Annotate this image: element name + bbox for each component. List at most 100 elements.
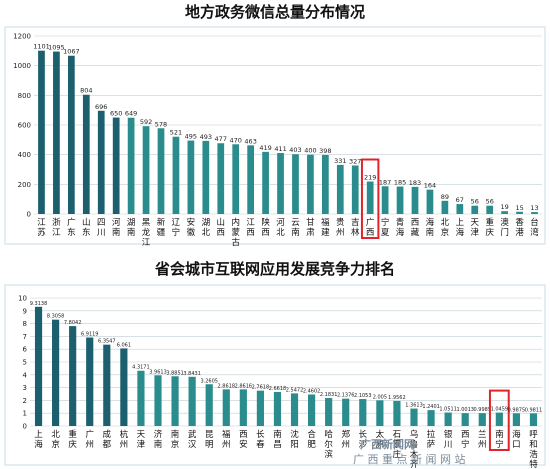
category-label: 安徽 xyxy=(187,217,196,238)
data-label: 7.8042 xyxy=(64,320,82,326)
y-tick-label: 5 xyxy=(23,359,27,367)
category-label: 太原 xyxy=(376,429,385,450)
bar xyxy=(217,143,225,214)
category-label: 上海 xyxy=(456,218,465,238)
data-label: 3.2605 xyxy=(200,378,218,384)
data-label: 470 xyxy=(229,136,241,144)
bar xyxy=(290,393,299,426)
y-tick-label: 1 xyxy=(23,410,27,418)
category-label: 海口 xyxy=(512,429,521,450)
bar xyxy=(292,154,299,214)
data-label: 2.5472 xyxy=(286,387,304,393)
category-label: 山东 xyxy=(82,217,91,238)
category-label: 云南 xyxy=(291,218,300,238)
category-label: 乌鲁木齐 xyxy=(410,429,419,469)
bar xyxy=(486,205,494,214)
category-label: 武汉 xyxy=(188,429,197,450)
category-label: 长沙 xyxy=(359,429,368,450)
category-label: 贵州 xyxy=(336,217,345,238)
bar xyxy=(410,408,418,426)
category-label: 合肥 xyxy=(307,429,316,450)
data-label: 696 xyxy=(95,103,107,111)
data-label: 2.1831 xyxy=(320,392,338,398)
y-tick-label: 3 xyxy=(23,384,27,392)
bar xyxy=(239,389,247,426)
data-label: 398 xyxy=(319,147,331,155)
data-label: 1.0459 xyxy=(491,407,509,413)
category-label: 南京 xyxy=(171,429,180,450)
category-label: 南昌 xyxy=(273,429,282,450)
bar xyxy=(495,412,503,426)
data-label: 6.9119 xyxy=(81,332,99,338)
bar xyxy=(34,306,43,426)
plot-frame xyxy=(4,284,546,466)
data-label: 327 xyxy=(349,157,361,165)
bar xyxy=(501,211,509,214)
data-label: 419 xyxy=(259,144,271,152)
category-label: 香港 xyxy=(515,217,524,238)
bar xyxy=(427,410,435,426)
bar xyxy=(171,376,179,426)
y-tick-label: 2 xyxy=(23,397,27,405)
data-label: 3.8431 xyxy=(183,371,201,377)
category-label: 郑州 xyxy=(341,429,350,450)
data-label: 2.4602 xyxy=(303,389,321,395)
data-label: 1.0013 xyxy=(456,407,474,413)
bar xyxy=(307,154,314,214)
category-label: 河南 xyxy=(112,217,121,238)
category-label: 广西 xyxy=(366,217,375,238)
category-label: 江西 xyxy=(246,218,255,238)
data-label: 1.3613 xyxy=(405,403,423,409)
y-tick-label: 1200 xyxy=(13,33,31,41)
category-label: 兰州 xyxy=(478,429,487,450)
bar xyxy=(471,205,479,214)
category-label: 重庆 xyxy=(68,429,77,450)
y-tick-label: 400 xyxy=(18,151,31,159)
bar xyxy=(172,136,180,214)
data-label: 3.9613 xyxy=(149,369,167,375)
bar xyxy=(396,186,404,214)
data-label: 477 xyxy=(215,135,227,143)
data-label: 578 xyxy=(155,120,167,128)
bar xyxy=(516,211,523,214)
data-label: 187 xyxy=(379,178,391,186)
data-label: 411 xyxy=(274,145,286,153)
category-label: 台湾 xyxy=(530,217,539,238)
y-tick-label: 6 xyxy=(23,346,28,354)
category-label: 上海 xyxy=(34,430,43,450)
y-tick-label: 800 xyxy=(18,92,31,100)
bar xyxy=(157,128,165,214)
bar xyxy=(426,189,434,214)
bar xyxy=(82,94,90,214)
category-label: 湖北 xyxy=(202,218,211,238)
category-label: 甘肃 xyxy=(306,217,315,238)
category-label: 西安 xyxy=(239,430,248,450)
data-label: 0.9875 xyxy=(508,407,526,413)
bar xyxy=(359,399,367,426)
category-label: 福建 xyxy=(321,217,330,238)
category-label: 新疆 xyxy=(157,217,166,238)
bar xyxy=(461,413,469,426)
bar xyxy=(112,117,120,214)
data-label: 403 xyxy=(289,146,301,154)
data-label: 13 xyxy=(530,204,538,212)
bar xyxy=(321,154,329,214)
bar xyxy=(222,389,230,426)
data-label: 3.8851 xyxy=(166,370,184,376)
y-tick-label: 600 xyxy=(18,122,31,130)
data-label: 2.1376 xyxy=(337,393,355,399)
data-label: 0.9811 xyxy=(525,407,543,413)
data-label: 400 xyxy=(304,147,316,155)
data-label: 2.8616 xyxy=(235,383,253,389)
bar xyxy=(142,126,150,214)
bar xyxy=(411,186,419,214)
bar xyxy=(67,55,75,214)
data-label: 6.061 xyxy=(117,342,131,348)
y-tick-label: 10 xyxy=(18,295,27,303)
data-label: 1.9562 xyxy=(388,395,406,401)
chart-title: 地方政务微信总量分布情况 xyxy=(185,3,365,21)
category-label: 南宁 xyxy=(495,429,504,450)
bar xyxy=(232,144,240,214)
data-label: 1.0511 xyxy=(439,407,457,413)
